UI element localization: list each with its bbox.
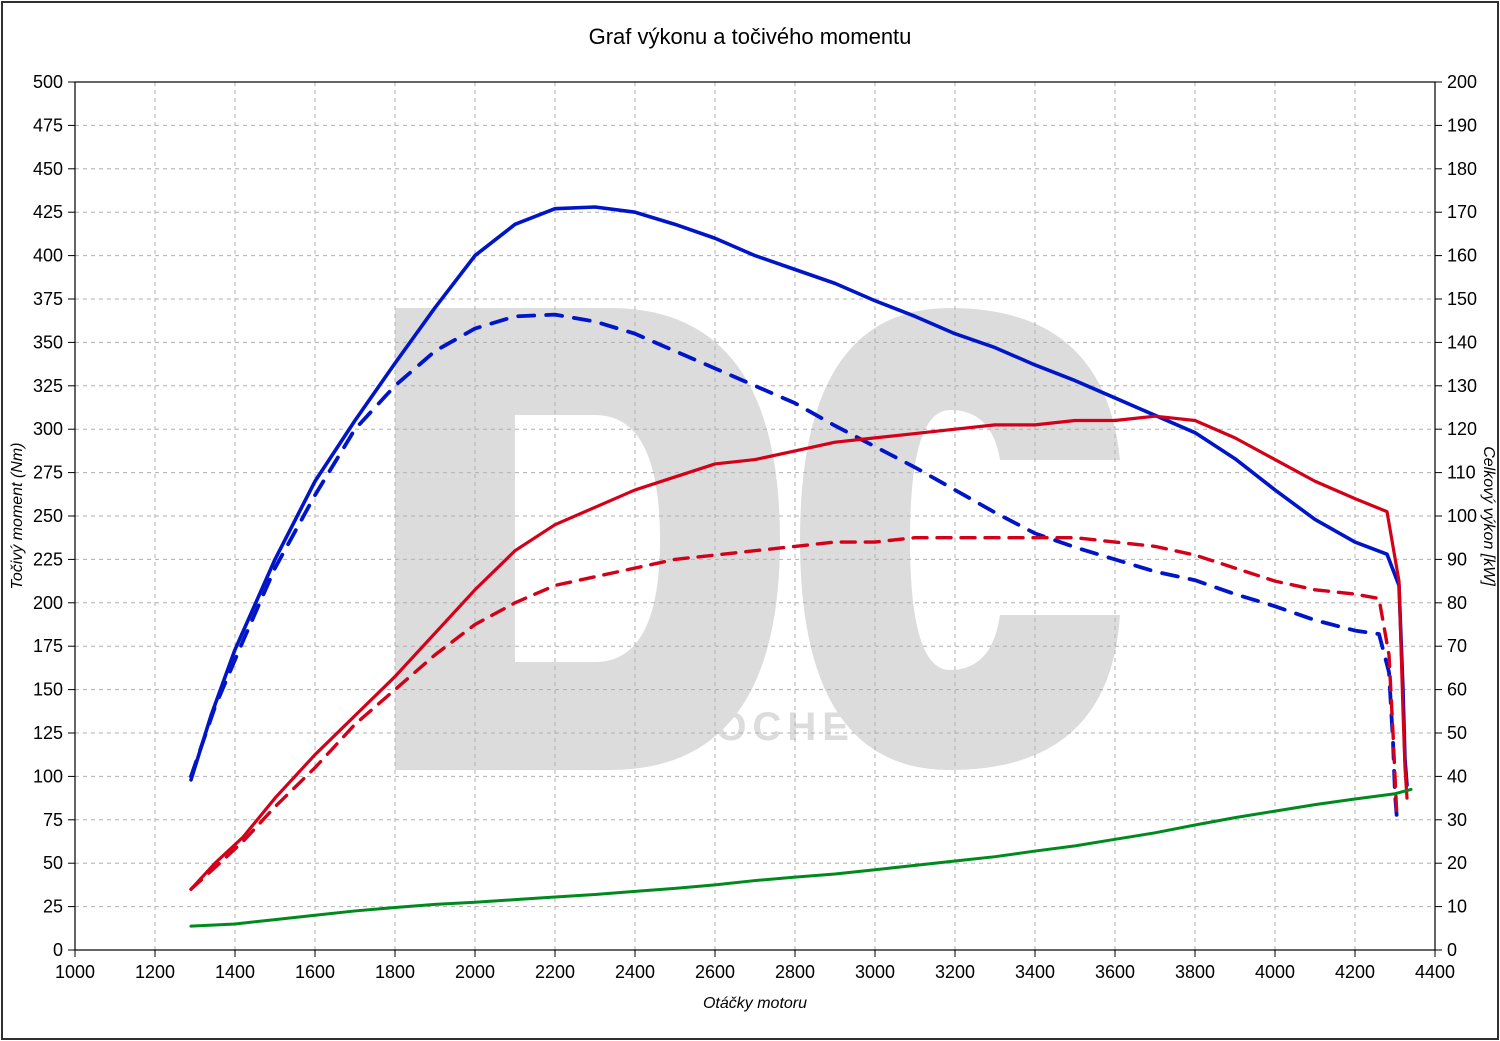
x-tick-label: 3400 [1015, 962, 1055, 982]
y-right-tick-label: 150 [1447, 289, 1477, 309]
x-tick-label: 1800 [375, 962, 415, 982]
y-left-tick-label: 175 [33, 636, 63, 656]
y-right-tick-label: 160 [1447, 246, 1477, 266]
y-left-tick-label: 250 [33, 506, 63, 526]
y-right-tick-label: 20 [1447, 853, 1467, 873]
x-axis-label: Otáčky motoru [703, 995, 807, 1012]
x-tick-label: 2600 [695, 962, 735, 982]
y-left-tick-label: 325 [33, 376, 63, 396]
x-tick-label: 1600 [295, 962, 335, 982]
y-right-tick-label: 200 [1447, 72, 1477, 92]
y-right-axis-label: Celkový výkon [kW] [1480, 446, 1497, 586]
y-left-tick-label: 450 [33, 159, 63, 179]
y-left-tick-label: 500 [33, 72, 63, 92]
chart-title: Graf výkonu a točivého momentu [589, 24, 912, 49]
x-tick-label: 4400 [1415, 962, 1455, 982]
x-tick-label: 3600 [1095, 962, 1135, 982]
y-left-tick-label: 125 [33, 723, 63, 743]
y-left-tick-label: 425 [33, 202, 63, 222]
y-left-tick-label: 150 [33, 680, 63, 700]
y-right-tick-label: 50 [1447, 723, 1467, 743]
watermark-url: WWW.DYNOCHECK.COM [467, 705, 1053, 749]
y-right-tick-label: 110 [1447, 463, 1476, 483]
y-left-tick-label: 0 [53, 940, 63, 960]
x-tick-label: 1200 [135, 962, 175, 982]
y-right-tick-label: 120 [1447, 419, 1477, 439]
x-tick-label: 3200 [935, 962, 975, 982]
x-tick-label: 3800 [1175, 962, 1215, 982]
x-tick-label: 3000 [855, 962, 895, 982]
y-right-tick-label: 0 [1447, 940, 1457, 960]
y-right-tick-label: 190 [1447, 115, 1477, 135]
y-right-tick-label: 10 [1447, 897, 1467, 917]
x-tick-label: 2800 [775, 962, 815, 982]
y-right-tick-label: 140 [1447, 332, 1477, 352]
y-left-tick-label: 50 [43, 853, 63, 873]
y-right-tick-label: 100 [1447, 506, 1477, 526]
y-left-tick-label: 375 [33, 289, 63, 309]
y-left-axis-label: Točivý moment (Nm) [9, 443, 26, 590]
y-left-tick-label: 100 [33, 766, 63, 786]
y-right-tick-label: 40 [1447, 766, 1467, 786]
x-tick-label: 2000 [455, 962, 495, 982]
x-tick-label: 4000 [1255, 962, 1295, 982]
x-tick-label: 1400 [215, 962, 255, 982]
y-left-tick-label: 300 [33, 419, 63, 439]
y-left-tick-label: 475 [33, 115, 63, 135]
y-right-tick-label: 60 [1447, 680, 1467, 700]
y-right-tick-label: 130 [1447, 376, 1477, 396]
y-right-tick-label: 90 [1447, 549, 1467, 569]
y-left-tick-label: 350 [33, 332, 63, 352]
y-left-tick-label: 225 [33, 549, 63, 569]
y-left-tick-label: 200 [33, 593, 63, 613]
y-left-tick-label: 75 [43, 810, 63, 830]
x-tick-label: 2400 [615, 962, 655, 982]
dyno-chart: Graf výkonu a točivého momentu WWW.DYNOCH… [0, 0, 1500, 1041]
y-right-tick-label: 180 [1447, 159, 1477, 179]
y-left-tick-label: 275 [33, 463, 63, 483]
y-right-tick-label: 30 [1447, 810, 1467, 830]
x-tick-label: 4200 [1335, 962, 1375, 982]
x-tick-label: 1000 [55, 962, 95, 982]
y-left-tick-label: 25 [43, 897, 63, 917]
y-left-tick-label: 400 [33, 246, 63, 266]
x-tick-label: 2200 [535, 962, 575, 982]
y-right-tick-label: 80 [1447, 593, 1467, 613]
y-right-tick-label: 170 [1447, 202, 1477, 222]
y-right-tick-label: 70 [1447, 636, 1467, 656]
